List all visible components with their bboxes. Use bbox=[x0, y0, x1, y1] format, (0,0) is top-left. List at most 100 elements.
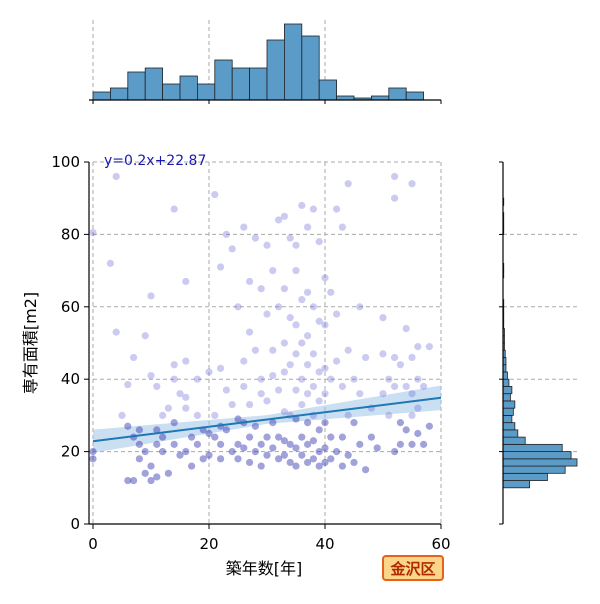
scatter-point bbox=[280, 368, 288, 376]
scatter-point bbox=[188, 462, 196, 470]
scatter-point bbox=[350, 375, 358, 383]
scatter-point bbox=[269, 267, 277, 275]
scatter-point bbox=[379, 350, 387, 358]
scatter-point bbox=[408, 440, 416, 448]
scatter-point bbox=[280, 339, 288, 347]
scatter-point bbox=[298, 339, 306, 347]
scatter-point bbox=[240, 382, 248, 391]
scatter-point bbox=[321, 444, 329, 452]
scatter-point bbox=[269, 419, 277, 427]
scatter-point bbox=[263, 451, 271, 459]
scatter-point bbox=[333, 357, 341, 365]
scatter-point bbox=[315, 426, 323, 434]
top-histogram-bar bbox=[388, 87, 407, 101]
scatter-point bbox=[240, 223, 248, 231]
x-tick-label: 20 bbox=[199, 535, 218, 553]
scatter-point bbox=[234, 440, 242, 448]
scatter-point bbox=[246, 277, 254, 286]
scatter-point bbox=[304, 361, 312, 369]
top-histogram-bar bbox=[405, 91, 425, 101]
scatter-point bbox=[164, 404, 172, 412]
scatter-point bbox=[246, 433, 254, 441]
scatter-point bbox=[246, 400, 254, 409]
scatter-point bbox=[118, 411, 126, 419]
x-axis-label: 築年数[年] bbox=[226, 559, 303, 578]
scatter-point bbox=[298, 295, 306, 304]
scatter-point bbox=[292, 415, 300, 423]
regression-equation-label: y=0.2x+22.87 bbox=[104, 153, 206, 169]
scatter-point bbox=[217, 263, 225, 271]
scatter-point bbox=[234, 303, 242, 311]
right-histogram-bar bbox=[502, 465, 566, 474]
scatter-point bbox=[338, 462, 346, 470]
scatter-point bbox=[367, 433, 375, 441]
scatter-point bbox=[408, 353, 416, 362]
scatter-point bbox=[246, 458, 254, 467]
scatter-point bbox=[275, 303, 283, 311]
scatter-point bbox=[275, 433, 283, 441]
scatter-point bbox=[408, 411, 416, 419]
scatter-point bbox=[141, 469, 149, 477]
top-histogram-bar bbox=[110, 87, 129, 101]
scatter-point bbox=[396, 440, 404, 448]
top-histogram-bar bbox=[214, 59, 233, 101]
scatter-point bbox=[211, 190, 219, 199]
scatter-point bbox=[170, 440, 178, 448]
scatter-point bbox=[309, 382, 317, 391]
scatter-point bbox=[159, 411, 167, 419]
scatter-point bbox=[309, 205, 317, 213]
scatter-point bbox=[286, 234, 294, 242]
scatter-point bbox=[124, 476, 132, 485]
scatter-point bbox=[130, 353, 138, 362]
scatter-point bbox=[182, 357, 190, 365]
scatter-point bbox=[350, 458, 358, 467]
scatter-point bbox=[292, 444, 300, 452]
right-histogram-bar bbox=[502, 443, 563, 452]
scatter-point bbox=[298, 201, 306, 210]
scatter-point bbox=[344, 180, 352, 188]
scatter-point bbox=[356, 440, 364, 448]
top-histogram-bar bbox=[144, 67, 163, 101]
scatter-point bbox=[269, 444, 277, 452]
scatter-point bbox=[321, 321, 329, 329]
scatter-point bbox=[333, 310, 341, 318]
scatter-point bbox=[89, 228, 97, 237]
top-histogram-bar bbox=[92, 91, 111, 101]
scatter-point bbox=[292, 267, 300, 275]
scatter-point bbox=[164, 469, 172, 477]
scatter-point bbox=[170, 361, 178, 369]
scatter-point bbox=[263, 310, 271, 318]
scatter-point bbox=[321, 390, 329, 398]
scatter-point bbox=[251, 346, 259, 354]
scatter-point bbox=[257, 390, 265, 398]
scatter-point bbox=[141, 448, 149, 456]
scatter-point bbox=[251, 448, 259, 456]
scatter-point bbox=[280, 212, 288, 220]
scatter-point bbox=[205, 368, 213, 376]
top-histogram-bar bbox=[162, 83, 181, 101]
y-tick-label: 20 bbox=[61, 443, 80, 461]
right-histogram-bar bbox=[502, 480, 531, 489]
scatter-point bbox=[385, 375, 393, 383]
scatter-point bbox=[222, 230, 230, 238]
scatter-point bbox=[391, 448, 399, 456]
scatter-point bbox=[182, 448, 190, 456]
scatter-point bbox=[286, 458, 294, 467]
scatter-point bbox=[217, 440, 225, 448]
scatter-point bbox=[246, 328, 254, 336]
x-tick-label: 0 bbox=[88, 535, 98, 553]
scatter-point bbox=[304, 288, 312, 296]
scatter-point bbox=[379, 390, 387, 398]
scatter-point bbox=[333, 205, 341, 213]
scatter-point bbox=[396, 419, 404, 427]
right-histogram-bar bbox=[502, 436, 526, 445]
scatter-point bbox=[315, 238, 323, 246]
top-histogram-bar bbox=[179, 75, 198, 101]
scatter-point bbox=[251, 422, 259, 430]
y-axis-label: 専有面積[m2] bbox=[21, 292, 40, 394]
scatter-point bbox=[135, 455, 143, 463]
right-histogram-bar bbox=[502, 414, 513, 424]
scatter-point bbox=[124, 422, 132, 430]
scatter-point bbox=[228, 400, 236, 409]
scatter-point bbox=[147, 476, 155, 485]
